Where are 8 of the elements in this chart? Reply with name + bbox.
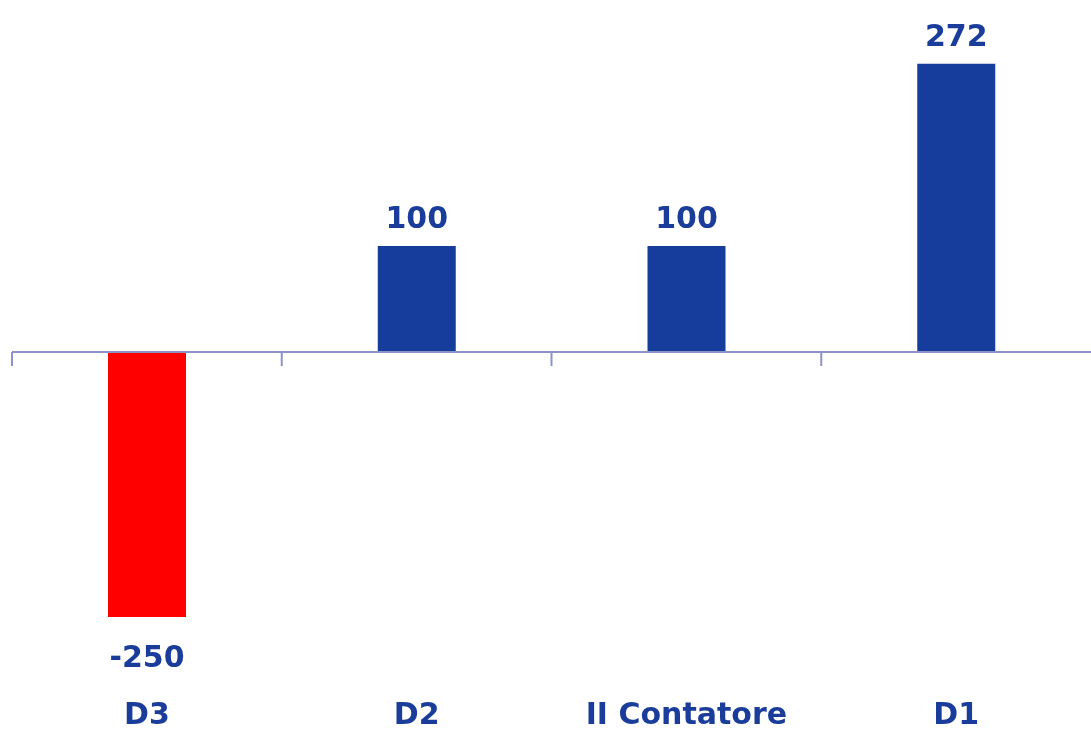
data-label: 272 <box>924 17 988 53</box>
x-tick-label: D3 <box>123 696 170 732</box>
data-label: -250 <box>109 639 185 675</box>
x-tick-label: II Contatore <box>585 696 788 732</box>
data-label: 100 <box>385 200 449 236</box>
data-label: 100 <box>655 200 718 236</box>
x-tick-label: D2 <box>393 696 440 732</box>
x-tick-label: D1 <box>933 696 980 732</box>
